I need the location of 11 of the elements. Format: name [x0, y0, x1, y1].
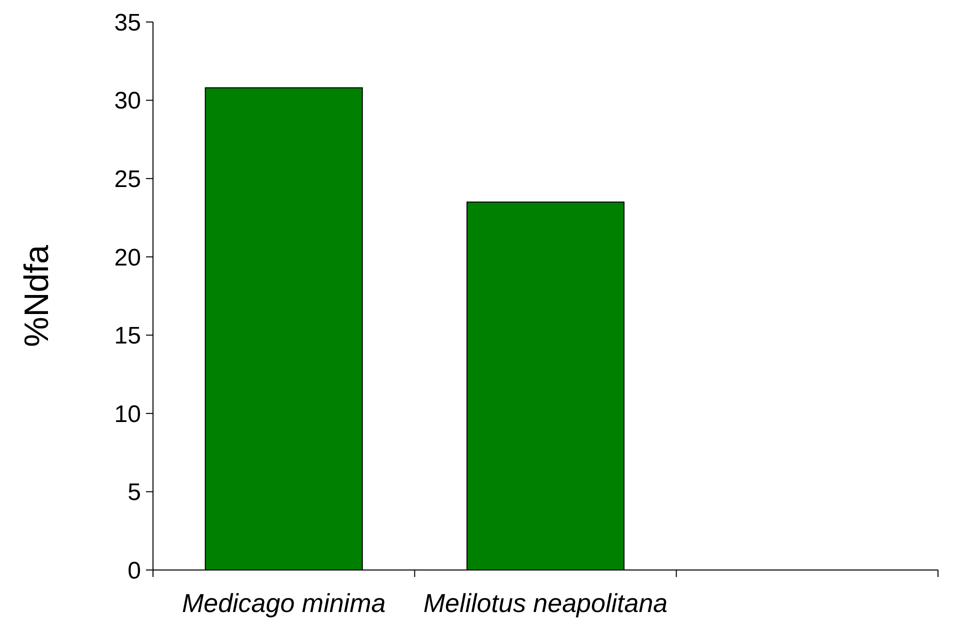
- y-tick-label: 5: [128, 479, 141, 506]
- x-tick-label: Medicago minima: [182, 588, 386, 618]
- y-tick-label: 20: [114, 244, 141, 272]
- y-axis-title: %Ndfa: [18, 244, 56, 348]
- y-tick-label: 0: [128, 557, 141, 584]
- y-tick-label: 30: [114, 88, 141, 115]
- y-tick-label: 10: [114, 400, 141, 428]
- y-tick-label: 15: [114, 322, 141, 350]
- y-tick-label: 35: [114, 9, 141, 36]
- y-tick-label: 25: [114, 166, 141, 193]
- x-tick-label: Melilotus neapolitana: [423, 588, 668, 618]
